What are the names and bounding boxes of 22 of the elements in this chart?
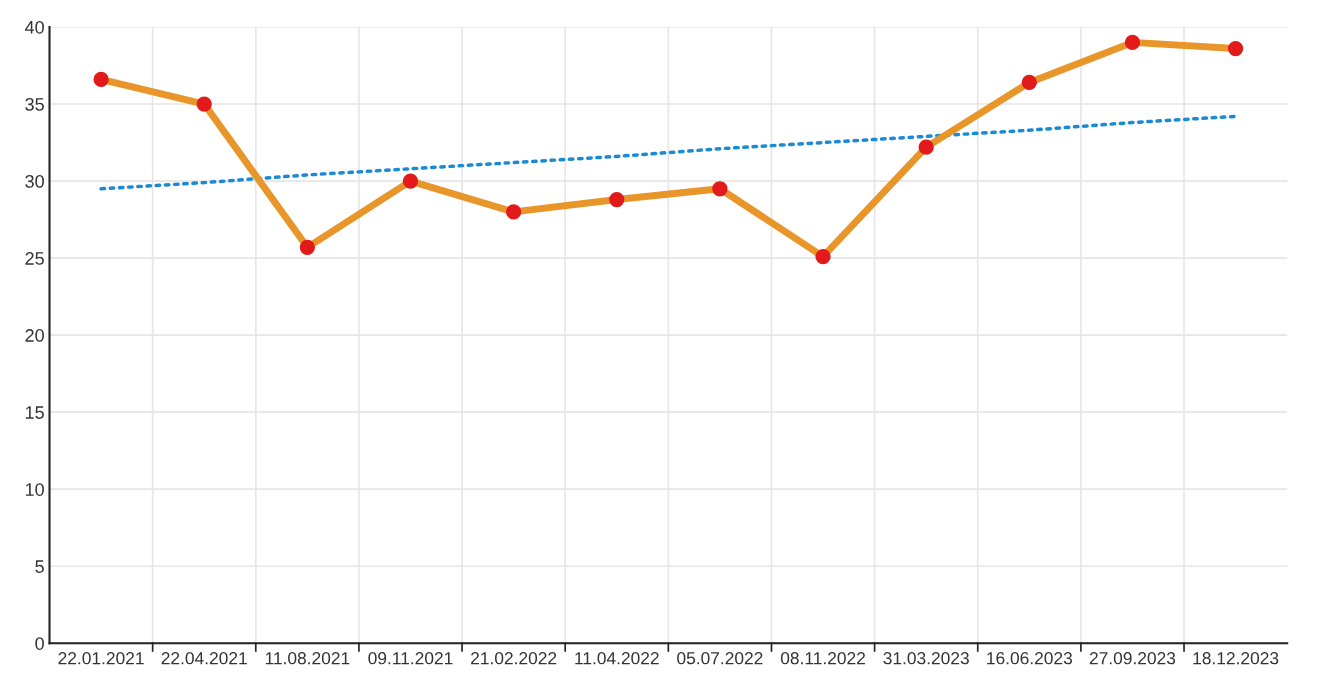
x-tick-label: 22.04.2021 xyxy=(161,652,247,665)
x-tick-label: 05.07.2022 xyxy=(677,652,763,665)
x-tick-label: 11.04.2022 xyxy=(575,652,659,665)
y-tick-label: 10 xyxy=(25,483,44,496)
x-tick-label: 11.08.2021 xyxy=(265,652,350,665)
y-tick-label: 40 xyxy=(24,20,44,34)
line-series xyxy=(99,114,1238,191)
y-tick-label: 5 xyxy=(35,560,44,573)
x-tick-label: 18.12.2023 xyxy=(1193,652,1279,665)
y-tick-label: 35 xyxy=(25,97,44,111)
x-tick-label: 16.06.2023 xyxy=(987,652,1072,665)
y-tick-label: 0 xyxy=(35,637,44,650)
x-tick-label: 27.09.2023 xyxy=(1089,652,1176,665)
x-tick-label: 31.03.2023 xyxy=(883,652,969,665)
y-tick-label: 15 xyxy=(25,406,44,419)
x-tick-label: 09.11.2021 xyxy=(368,652,453,665)
x-tick-label: 22.01.2021 xyxy=(58,652,144,665)
x-tick-label: 21.02.2022 xyxy=(471,652,557,665)
y-tick-label: 25 xyxy=(25,252,44,265)
x-tick-label: 08.11.2022 xyxy=(780,652,865,665)
y-tick-label: 20 xyxy=(25,329,44,342)
y-tick-label: 30 xyxy=(25,175,44,188)
